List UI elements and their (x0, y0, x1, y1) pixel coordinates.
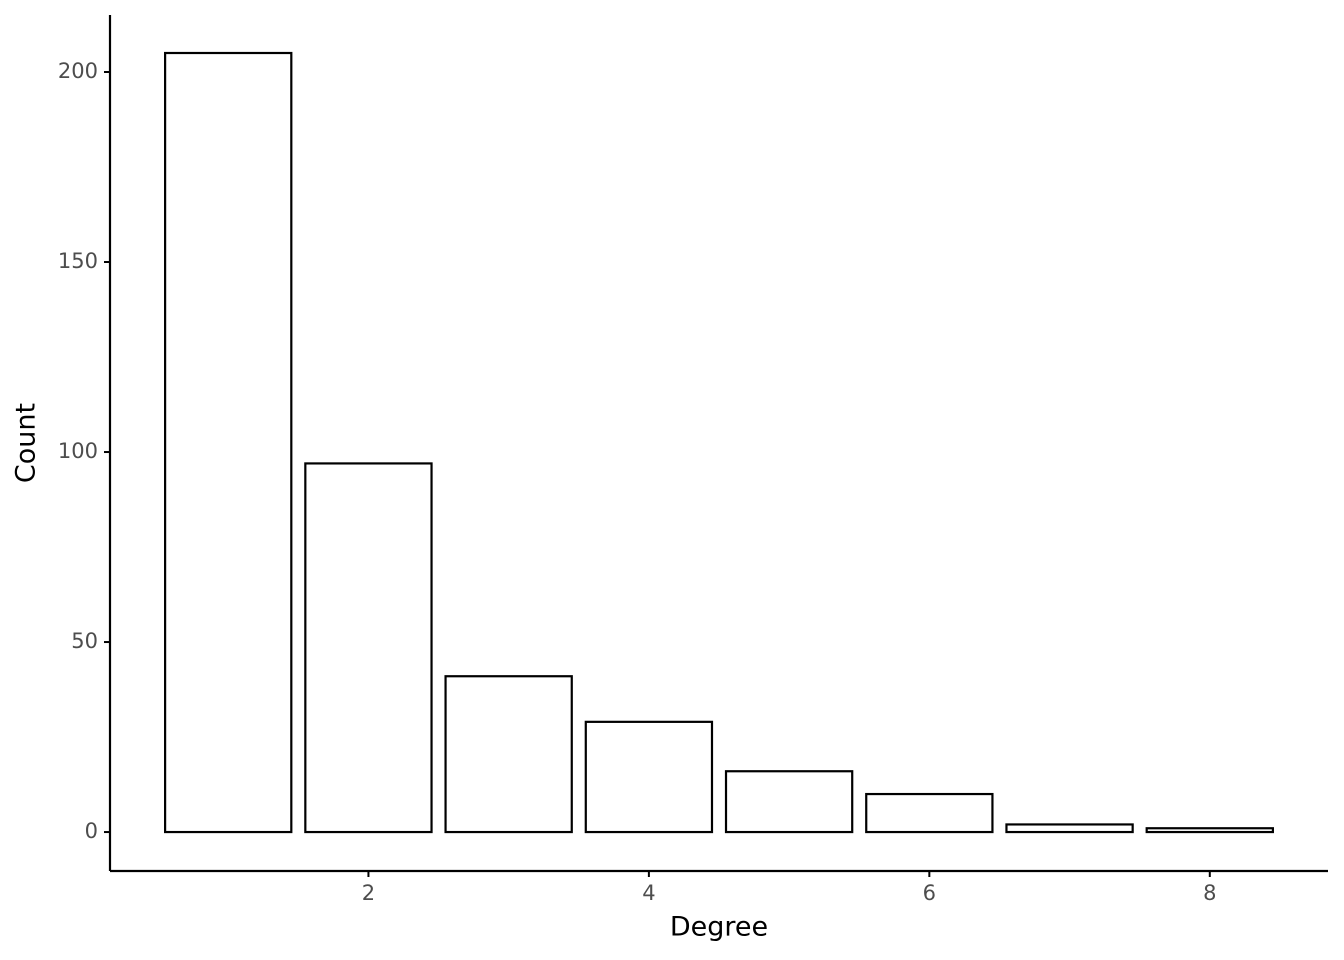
y-tick-label: 150 (58, 249, 98, 273)
x-axis-title: Degree (670, 912, 768, 943)
bar (444, 675, 573, 834)
bar (1005, 823, 1134, 834)
x-tick-label: 8 (1203, 881, 1216, 905)
x-tick-label: 2 (362, 881, 375, 905)
bar (1145, 827, 1274, 834)
bar (724, 770, 854, 834)
y-axis-title: Count (11, 403, 42, 483)
y-tick-label: 50 (71, 629, 98, 653)
y-tick-label: 200 (58, 59, 98, 83)
x-tick-label: 6 (923, 881, 936, 905)
bar (164, 51, 293, 834)
x-tick-label: 4 (642, 881, 655, 905)
bar (304, 462, 433, 834)
y-tick-label: 0 (85, 819, 98, 843)
bar (865, 792, 994, 834)
bar (584, 720, 714, 834)
y-tick-label: 100 (58, 439, 98, 463)
